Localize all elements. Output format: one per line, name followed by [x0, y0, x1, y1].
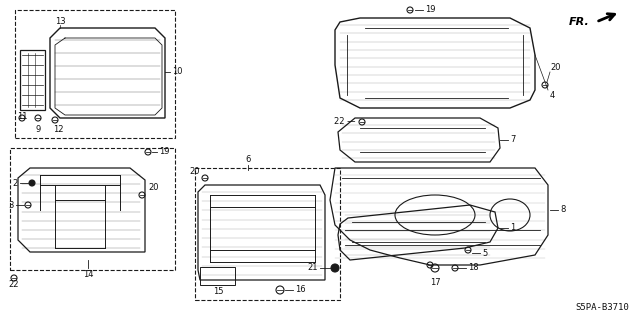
Text: 2: 2 — [13, 179, 18, 188]
Text: 22: 22 — [9, 280, 19, 289]
Text: 11: 11 — [17, 112, 28, 121]
Bar — [195, 168, 340, 300]
Text: 20: 20 — [189, 167, 200, 176]
Text: 14: 14 — [83, 270, 93, 279]
Text: 3: 3 — [8, 201, 14, 210]
Text: 17: 17 — [429, 278, 440, 287]
Text: 12: 12 — [52, 125, 63, 134]
Text: 20: 20 — [148, 183, 159, 192]
Text: 13: 13 — [54, 18, 65, 26]
Text: 18: 18 — [468, 263, 479, 272]
Text: 19: 19 — [425, 5, 435, 14]
Text: 20: 20 — [550, 63, 561, 72]
Text: 15: 15 — [212, 287, 223, 296]
Text: 4: 4 — [550, 91, 556, 100]
Text: 21: 21 — [307, 263, 318, 272]
Text: FR.: FR. — [569, 17, 590, 27]
Bar — [200, 267, 235, 285]
Text: 22 —: 22 — — [333, 117, 355, 127]
Circle shape — [331, 264, 339, 272]
Text: 8: 8 — [560, 205, 565, 214]
Text: 6: 6 — [245, 155, 251, 165]
Text: 19: 19 — [159, 147, 170, 157]
Text: 16: 16 — [295, 286, 306, 294]
Text: 9: 9 — [35, 125, 40, 134]
Text: 5: 5 — [482, 249, 487, 257]
Text: S5PA-B3710: S5PA-B3710 — [575, 303, 628, 313]
Text: 1: 1 — [510, 224, 515, 233]
Bar — [15, 10, 175, 138]
Bar — [10, 148, 175, 270]
Text: 10: 10 — [172, 68, 182, 77]
Circle shape — [29, 180, 35, 186]
Text: 7: 7 — [510, 136, 515, 145]
